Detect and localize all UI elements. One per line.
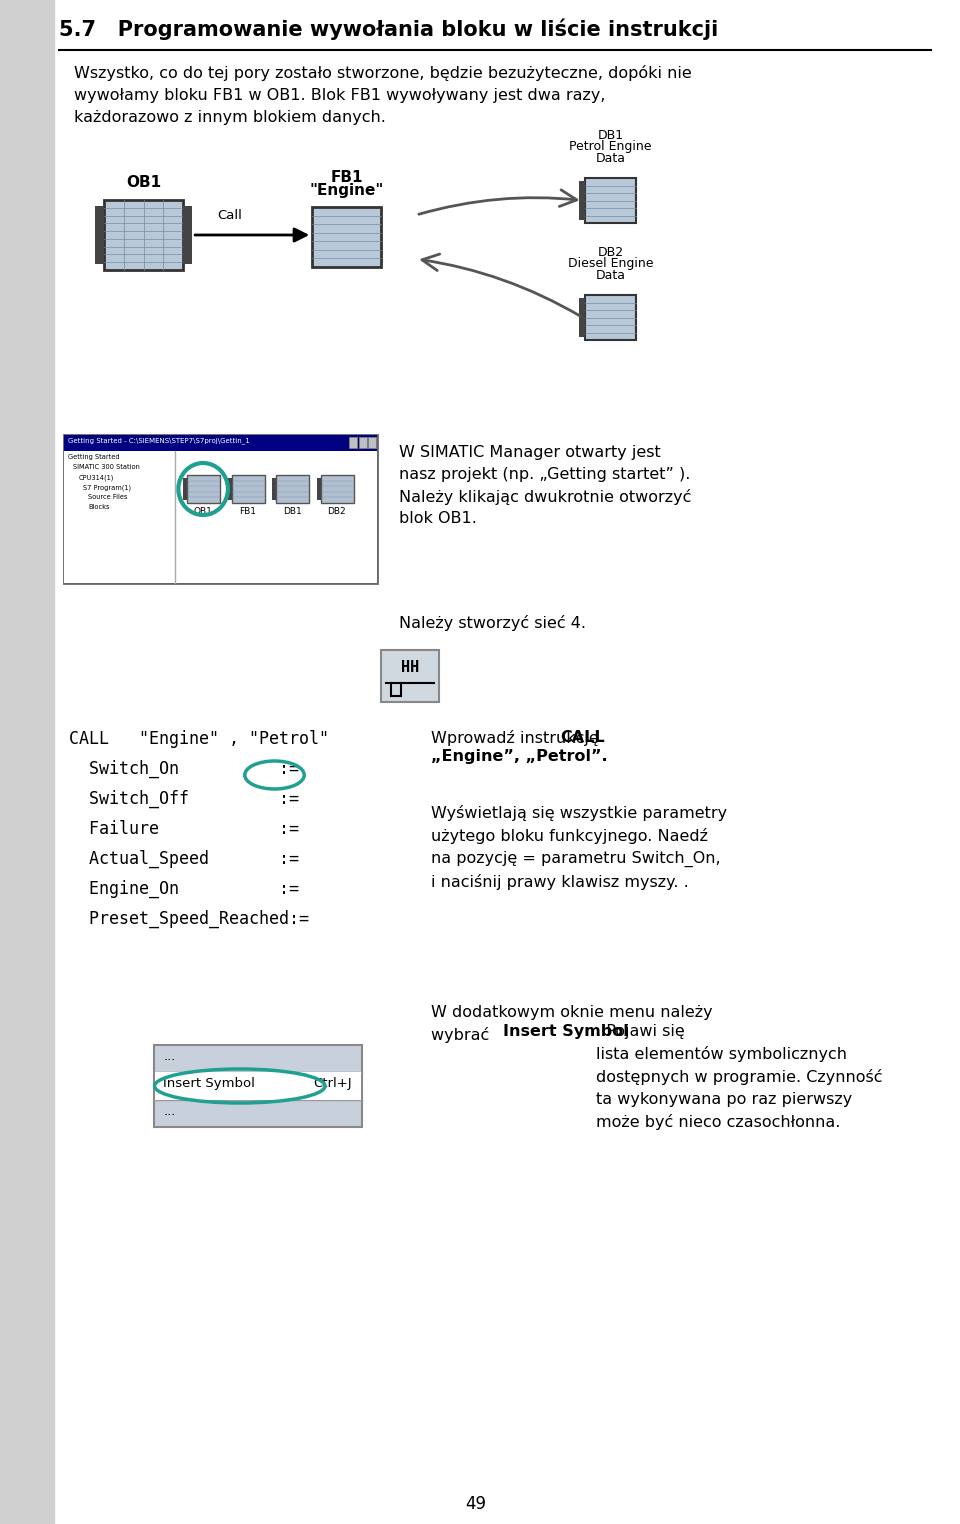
Bar [585,296,636,340]
Text: Petrol Engine: Petrol Engine [569,140,652,152]
Text: W SIMATIC Manager otwarty jest
nasz projekt (np. „Getting startet” ).
Należy kli: W SIMATIC Manager otwarty jest nasz proj… [399,445,692,526]
Bar [312,207,381,267]
Text: Actual_Speed       :=: Actual_Speed := [69,850,300,869]
Bar [321,475,353,503]
Bar [359,437,367,448]
Text: . Pojawi się
lista elementów symbolicznych
dostępnych w programie. Czynność
ta w: . Pojawi się lista elementów symboliczny… [596,1024,882,1131]
Text: Source Files: Source Files [88,494,128,500]
Text: 5.7   Programowanie wywołania bloku w liście instrukcji: 5.7 Programowanie wywołania bloku w liśc… [60,18,719,40]
Text: SIMATIC 300 Station: SIMATIC 300 Station [73,463,140,469]
Bar [183,206,192,264]
Text: S7 Program(1): S7 Program(1) [84,485,132,491]
Text: Getting Started - C:\SIEMENS\STEP7\S7proj\Gettin_1: Getting Started - C:\SIEMENS\STEP7\S7pro… [68,437,251,443]
Text: Getting Started: Getting Started [68,454,120,460]
Text: OB1: OB1 [194,507,212,517]
Text: Wszystko, co do tej pory zostało stworzone, będzie bezużyteczne, dopóki nie
wywo: Wszystko, co do tej pory zostało stworzo… [74,66,692,125]
Text: Failure            :=: Failure := [69,820,300,838]
Text: CALL   "Engine" , "Petrol": CALL "Engine" , "Petrol" [69,730,329,748]
Bar [232,475,265,503]
Bar [368,437,375,448]
Bar [154,1045,362,1128]
Text: Ctrl+J: Ctrl+J [313,1077,351,1090]
Text: Należy stworzyć sieć 4.: Należy stworzyć sieć 4. [399,616,587,631]
Text: Insert Symbol: Insert Symbol [503,1024,629,1039]
Text: Engine_On          :=: Engine_On := [69,879,300,898]
Text: Data: Data [595,152,625,165]
Text: DB2: DB2 [327,507,347,517]
Text: HH: HH [401,660,420,675]
Text: ...: ... [163,1105,176,1117]
Text: W dodatkowym oknie menu należy
wybrać: W dodatkowym oknie menu należy wybrać [431,1004,712,1042]
Bar [273,479,276,500]
Text: DB2: DB2 [597,245,623,259]
Bar [317,479,321,500]
Text: Switch_Off         :=: Switch_Off := [69,789,300,808]
Bar [579,299,585,337]
Bar [187,475,220,503]
Bar [95,206,104,264]
Bar [381,651,439,703]
Text: Blocks: Blocks [88,504,109,511]
Bar [183,479,187,500]
Text: Insert Symbol: Insert Symbol [163,1077,255,1090]
Text: DB1: DB1 [283,507,301,517]
Text: Wprowadź instrukcję: Wprowadź instrukcję [431,730,604,747]
Bar [348,437,357,448]
Text: Preset_Speed_Reached:=: Preset_Speed_Reached:= [69,910,309,928]
Bar [0,0,55,1524]
Text: Diesel Engine: Diesel Engine [567,258,653,270]
Text: FB1: FB1 [330,171,363,184]
Text: DB1: DB1 [597,130,623,142]
Bar [104,200,183,270]
Bar [579,181,585,219]
Bar [585,178,636,223]
Text: Switch_On          :=: Switch_On := [69,760,300,779]
Text: „Engine”, „Petrol”.: „Engine”, „Petrol”. [431,748,608,764]
Bar [228,479,232,500]
Text: ...: ... [163,1050,176,1064]
Bar [64,451,176,584]
Text: Wyświetlają się wszystkie parametry
użytego bloku funkcyjnego. Naedź
na pozycję : Wyświetlają się wszystkie parametry użyt… [431,805,727,890]
Text: "Engine": "Engine" [310,183,384,198]
Text: FB1: FB1 [239,507,256,517]
Bar [155,1073,361,1100]
Bar [276,475,309,503]
Text: Call: Call [218,209,242,223]
Text: Data: Data [595,270,625,282]
Text: 49: 49 [466,1495,486,1513]
Bar [64,434,376,451]
Text: OB1: OB1 [126,175,161,190]
Bar [176,451,376,584]
Text: CPU314(1): CPU314(1) [79,474,113,480]
Text: CALL: CALL [560,730,605,745]
Bar [64,434,376,584]
